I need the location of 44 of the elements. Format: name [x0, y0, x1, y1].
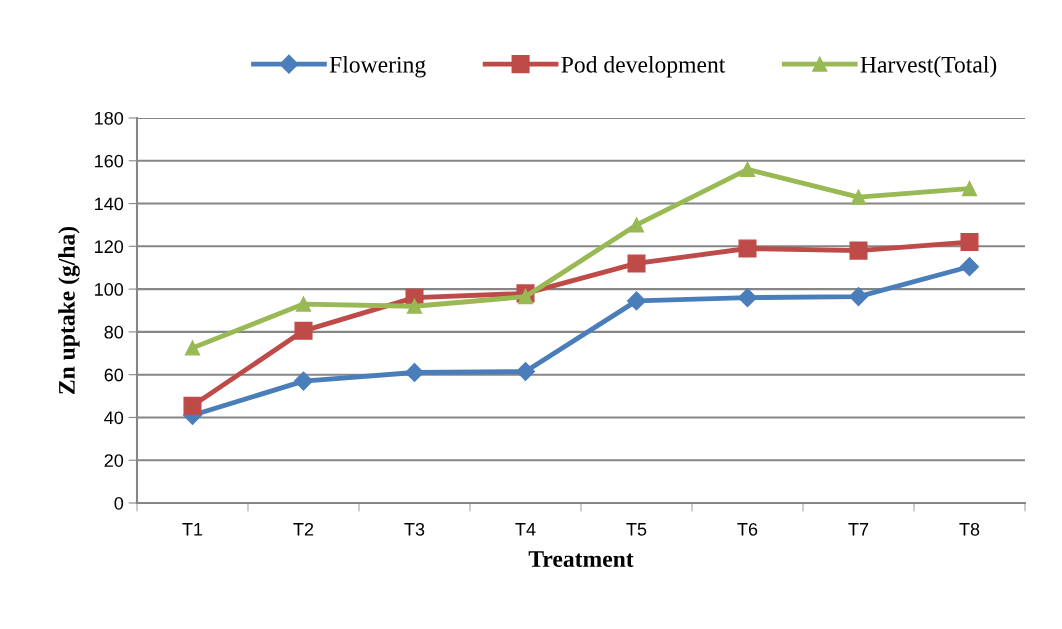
x-tick-label: T5 [626, 523, 647, 536]
x-axis-title: Treatment [528, 551, 634, 567]
x-tick-label: T6 [737, 522, 758, 536]
point [626, 291, 647, 311]
legend-label: Flowering [329, 56, 426, 78]
point [848, 287, 869, 307]
y-tick-label: 60 [104, 368, 124, 382]
point [517, 288, 534, 305]
point [406, 298, 423, 314]
point [737, 288, 758, 308]
point [515, 361, 536, 381]
x-tick-label: T7 [848, 523, 869, 536]
y-tick-label: 0 [114, 496, 124, 510]
y-tick-label: 180 [95, 111, 124, 125]
y-tick-label: 100 [95, 283, 124, 296]
legend-label: Pod development [561, 56, 726, 78]
point [183, 396, 202, 415]
x-tick-label: T1 [182, 523, 203, 536]
y-axis-title: Zn uptake (g/ha) [58, 226, 80, 394]
x-tick-label: T2 [293, 522, 314, 536]
point [628, 217, 645, 233]
point [959, 257, 980, 277]
y-tick-label: 120 [95, 240, 124, 254]
y-tick-label: 80 [104, 325, 124, 339]
legend-label: Harvest(Total) [860, 56, 997, 78]
point [738, 239, 757, 258]
point [404, 362, 425, 383]
point [295, 296, 312, 312]
x-tick-label: T3 [404, 522, 425, 536]
x-tick-label: T8 [959, 522, 980, 536]
y-tick-label: 140 [95, 197, 124, 211]
point [294, 321, 313, 340]
point [849, 241, 868, 260]
point [961, 180, 978, 197]
y-tick-label: 160 [95, 154, 124, 168]
point [184, 340, 201, 356]
point [293, 371, 314, 391]
point [960, 233, 979, 252]
point [850, 189, 867, 205]
y-tick-label: 40 [104, 411, 124, 425]
point [627, 254, 646, 273]
y-tick-label: 20 [104, 454, 124, 467]
x-tick-label: T4 [515, 523, 536, 536]
point [739, 161, 756, 177]
